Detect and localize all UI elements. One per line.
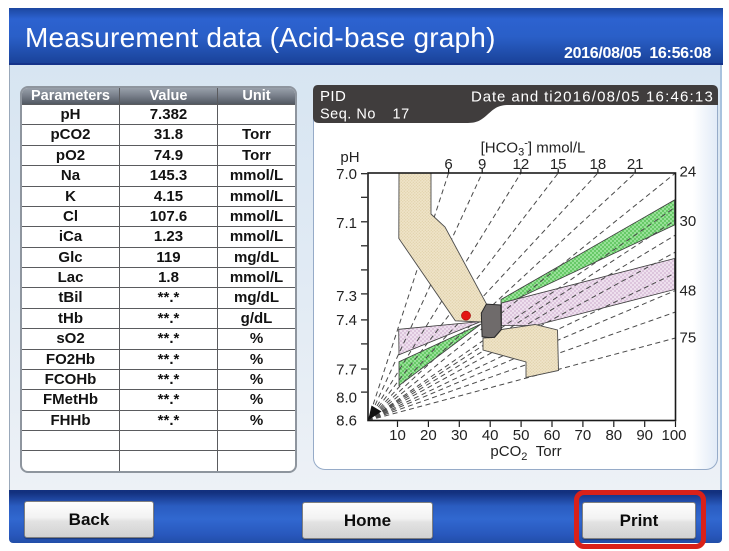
svg-text:9: 9 — [478, 156, 486, 173]
svg-text:[HCO3-] mmol/L: [HCO3-] mmol/L — [481, 138, 586, 159]
svg-text:100: 100 — [661, 427, 686, 444]
svg-text:80: 80 — [605, 427, 622, 444]
svg-text:10: 10 — [389, 427, 406, 444]
svg-text:12: 12 — [513, 156, 530, 173]
svg-text:21: 21 — [627, 156, 644, 173]
svg-text:15: 15 — [550, 156, 567, 173]
svg-text:24: 24 — [680, 164, 697, 181]
svg-text:PID: PID — [320, 88, 346, 105]
svg-text:8.6: 8.6 — [336, 413, 357, 430]
svg-text:30: 30 — [451, 427, 468, 444]
svg-text:pCO2 Torr: pCO2 Torr — [490, 443, 561, 463]
svg-text:pH: pH — [340, 149, 359, 166]
svg-text:7.0: 7.0 — [336, 166, 357, 183]
svg-text:18: 18 — [590, 156, 607, 173]
svg-text:30: 30 — [680, 213, 697, 230]
svg-text:Date and ti: Date and ti — [471, 89, 553, 106]
svg-text:60: 60 — [544, 427, 561, 444]
svg-text:6: 6 — [444, 156, 452, 173]
svg-text:7.1: 7.1 — [336, 215, 357, 232]
svg-text:90: 90 — [636, 427, 653, 444]
svg-text:48: 48 — [680, 283, 697, 300]
svg-text:50: 50 — [513, 427, 530, 444]
svg-text:17: 17 — [393, 107, 410, 123]
svg-text:70: 70 — [575, 427, 592, 444]
svg-text:7.3: 7.3 — [336, 288, 357, 305]
svg-text:2016/08/05 16:46:13: 2016/08/05 16:46:13 — [554, 89, 714, 106]
svg-text:8.0: 8.0 — [336, 389, 357, 406]
svg-text:Seq. No: Seq. No — [320, 107, 376, 123]
svg-text:20: 20 — [420, 427, 437, 444]
svg-text:75: 75 — [680, 330, 697, 347]
svg-text:7.7: 7.7 — [336, 362, 357, 379]
svg-text:40: 40 — [482, 427, 499, 444]
svg-text:7.4: 7.4 — [336, 312, 357, 329]
